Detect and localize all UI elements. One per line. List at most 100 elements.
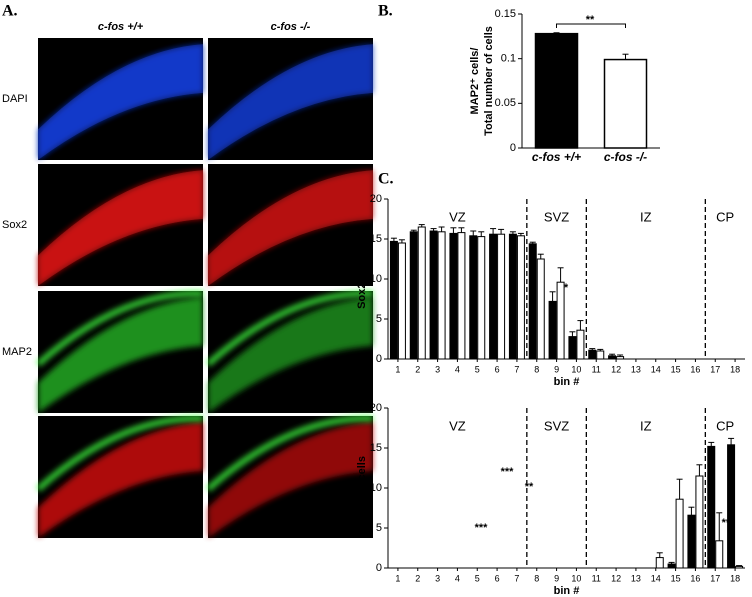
x-axis-label: bin # (554, 585, 580, 597)
x-tick-label: 15 (671, 364, 681, 374)
bar (715, 540, 724, 569)
x-tick-label: 1 (395, 364, 400, 374)
bar (576, 329, 585, 360)
bar (389, 240, 398, 360)
bar (556, 281, 565, 360)
row-label: Merge (2, 471, 33, 483)
x-tick-label: 3 (435, 573, 440, 583)
x-tick-label: 8 (534, 573, 539, 583)
x-tick-label: 2 (415, 364, 420, 374)
tissue-band (38, 44, 203, 160)
significance-mark: ** (586, 14, 595, 26)
region-label: VZ (449, 418, 466, 433)
y-tick-label: 10 (370, 273, 382, 285)
x-tick-label: c-fos +/+ (532, 150, 581, 164)
x-tick-label: 15 (671, 573, 681, 583)
x-tick-label: 6 (495, 573, 500, 583)
panel-label: B. (378, 3, 393, 20)
x-tick-label: 5 (475, 364, 480, 374)
x-tick-label: 3 (435, 364, 440, 374)
tissue-band (38, 422, 203, 538)
significance-mark: *** (475, 522, 489, 534)
x-tick-label: 8 (534, 364, 539, 374)
bar (457, 232, 466, 360)
y-tick-label: 0 (510, 142, 516, 154)
panel-label: C. (378, 171, 394, 188)
y-axis-label: Sox2⁺ cells (356, 249, 368, 309)
bar (655, 557, 664, 569)
y-tick-label: 10 (370, 482, 382, 494)
x-tick-label: 6 (495, 364, 500, 374)
bar (437, 231, 446, 360)
x-tick-label: 12 (611, 364, 621, 374)
region-label: SVZ (544, 209, 569, 224)
bar (449, 232, 458, 360)
significance-mark: *** (501, 466, 515, 478)
bar (707, 445, 716, 569)
y-tick-label: 0.05 (495, 97, 516, 109)
x-tick-label: 7 (514, 364, 519, 374)
x-tick-label: 4 (455, 573, 460, 583)
region-label: IZ (640, 418, 652, 433)
x-tick-label: 11 (592, 364, 601, 374)
y-tick-label: 0 (376, 353, 382, 365)
x-tick-label: 2 (415, 573, 420, 583)
bar (596, 350, 605, 360)
tissue-band (38, 297, 203, 413)
x-tick-label: 9 (554, 364, 559, 374)
x-tick-label: 14 (651, 364, 661, 374)
x-axis-label: bin # (554, 376, 580, 388)
x-tick-label: 14 (651, 573, 661, 583)
x-tick-label: 18 (730, 573, 740, 583)
bar (429, 230, 438, 360)
tissue-band (208, 297, 373, 413)
region-label: IZ (640, 209, 652, 224)
x-tick-label: 16 (690, 573, 700, 583)
region-label: CP (716, 209, 734, 224)
x-tick-label: 7 (514, 573, 519, 583)
x-tick-label: 1 (395, 573, 400, 583)
bar (603, 58, 648, 149)
bar (534, 32, 579, 149)
significance-bracket (556, 23, 626, 28)
tissue-band (208, 422, 373, 538)
bar (735, 565, 744, 569)
bar (508, 233, 517, 360)
region-label: CP (716, 418, 734, 433)
x-tick-label: 12 (611, 573, 621, 583)
bar (568, 336, 577, 360)
y-tick-label: 20 (370, 402, 382, 414)
row-label: DAPI (2, 93, 28, 105)
x-tick-label: c-fos -/- (604, 150, 647, 164)
scale-bar-label: 100 µm (321, 558, 358, 570)
bar (588, 349, 597, 360)
neuron-layer (36, 290, 204, 367)
column-header: c-fos -/- (271, 21, 311, 33)
significance-mark: * (564, 282, 569, 294)
x-tick-label: 17 (710, 364, 720, 374)
x-tick-label: 10 (571, 573, 581, 583)
region-label: VZ (449, 209, 466, 224)
bar (516, 235, 525, 360)
bar (417, 226, 426, 360)
bar (489, 233, 498, 360)
significance-mark: *** (722, 517, 736, 529)
bar (727, 444, 736, 569)
y-tick-label: 15 (370, 233, 382, 245)
column-header: c-fos +/+ (98, 21, 144, 33)
bar (469, 235, 478, 360)
tissue-highlight (208, 170, 373, 286)
x-tick-label: 13 (631, 573, 641, 583)
bar (608, 355, 617, 360)
y-tick-label: 0 (376, 562, 382, 574)
neuron-layer (206, 415, 374, 492)
row-label: MAP2 (2, 346, 32, 358)
tissue-highlight (208, 44, 373, 160)
bar (397, 242, 406, 360)
x-tick-label: 4 (455, 364, 460, 374)
y-axis-label: MAP2⁺ cells/ (469, 48, 481, 115)
x-tick-label: 11 (592, 573, 601, 583)
x-tick-label: 18 (730, 364, 740, 374)
x-tick-label: 16 (690, 364, 700, 374)
